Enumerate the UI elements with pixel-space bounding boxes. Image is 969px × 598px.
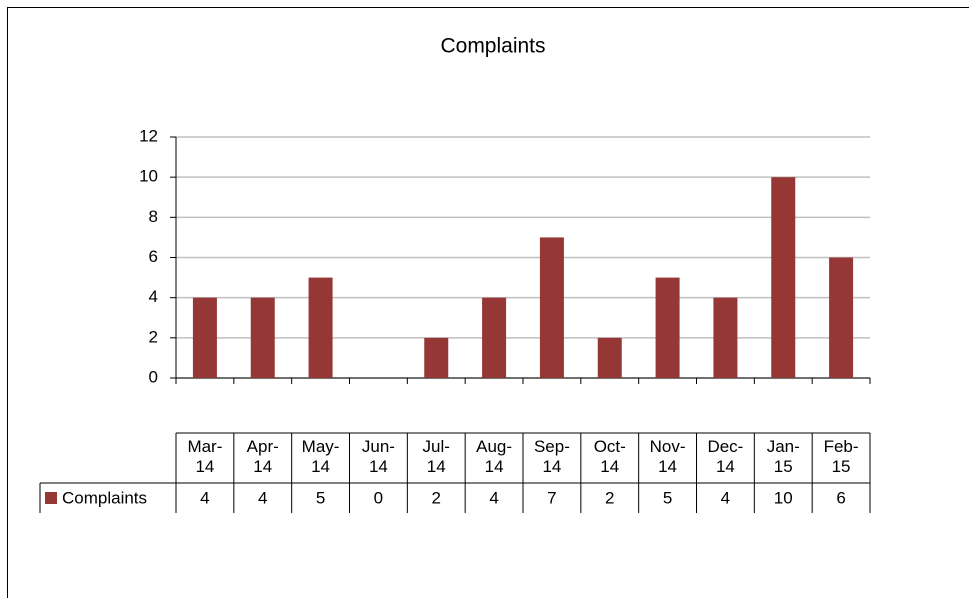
category-text: Dec-14 bbox=[707, 437, 744, 476]
table-value: 2 bbox=[605, 488, 614, 507]
table-value: 5 bbox=[663, 488, 672, 507]
frame bbox=[7, 7, 969, 598]
category-text: Feb-15 bbox=[823, 437, 859, 476]
table-value: 4 bbox=[489, 488, 498, 507]
category-text: Apr-14 bbox=[246, 437, 279, 476]
bar bbox=[713, 297, 738, 378]
legend-label: Complaints bbox=[62, 488, 147, 507]
table-value: 5 bbox=[316, 488, 325, 507]
bar bbox=[308, 277, 333, 378]
category-text: Jan-15 bbox=[766, 437, 800, 476]
bar bbox=[771, 177, 796, 378]
x-tick-label: Nov-14 bbox=[639, 437, 697, 477]
x-tick-label: May-14 bbox=[292, 437, 350, 477]
bar bbox=[250, 297, 275, 378]
bar bbox=[597, 337, 622, 378]
x-tick-label: Aug-14 bbox=[465, 437, 523, 477]
x-tick-label: Sep-14 bbox=[523, 437, 581, 477]
y-tick-label: 8 bbox=[149, 207, 158, 226]
table-value: 4 bbox=[258, 488, 267, 507]
legend-key bbox=[45, 492, 57, 504]
category-text: May-14 bbox=[301, 437, 340, 476]
category-text: Jun-14 bbox=[361, 437, 395, 476]
table-value: 0 bbox=[374, 488, 383, 507]
x-tick-label: Jul-14 bbox=[407, 437, 465, 477]
table-value: 10 bbox=[774, 488, 793, 507]
bar bbox=[192, 297, 217, 378]
category-text: Oct-14 bbox=[593, 437, 626, 476]
x-tick-label: Feb-15 bbox=[812, 437, 870, 477]
x-tick-label: Jan-15 bbox=[754, 437, 812, 477]
x-tick-label: Mar-14 bbox=[176, 437, 234, 477]
bar bbox=[424, 337, 449, 378]
y-tick-label: 4 bbox=[149, 287, 158, 306]
table-value: 4 bbox=[200, 488, 209, 507]
chart-title: Complaints bbox=[440, 35, 545, 58]
bar bbox=[829, 257, 854, 378]
category-text: Nov-14 bbox=[649, 437, 686, 476]
table-value: 2 bbox=[432, 488, 441, 507]
table-value: 4 bbox=[721, 488, 730, 507]
y-tick-label: 10 bbox=[139, 167, 158, 186]
category-text: Mar-14 bbox=[187, 437, 223, 476]
x-tick-label: Dec-14 bbox=[697, 437, 755, 477]
x-tick-label: Jun-14 bbox=[350, 437, 408, 477]
x-tick-label: Apr-14 bbox=[234, 437, 292, 477]
bar bbox=[482, 297, 507, 378]
table-value: 7 bbox=[547, 488, 556, 507]
y-tick-label: 6 bbox=[149, 247, 158, 266]
category-text: Sep-14 bbox=[533, 437, 570, 476]
category-text: Aug-14 bbox=[476, 437, 513, 476]
y-tick-label: 2 bbox=[149, 327, 158, 346]
x-tick-label: Oct-14 bbox=[581, 437, 639, 477]
category-text: Jul-14 bbox=[422, 437, 450, 476]
y-tick-label: 0 bbox=[149, 367, 158, 386]
bar bbox=[539, 237, 564, 378]
y-tick-label: 12 bbox=[139, 126, 158, 145]
bar bbox=[655, 277, 680, 378]
table-value: 6 bbox=[836, 488, 845, 507]
